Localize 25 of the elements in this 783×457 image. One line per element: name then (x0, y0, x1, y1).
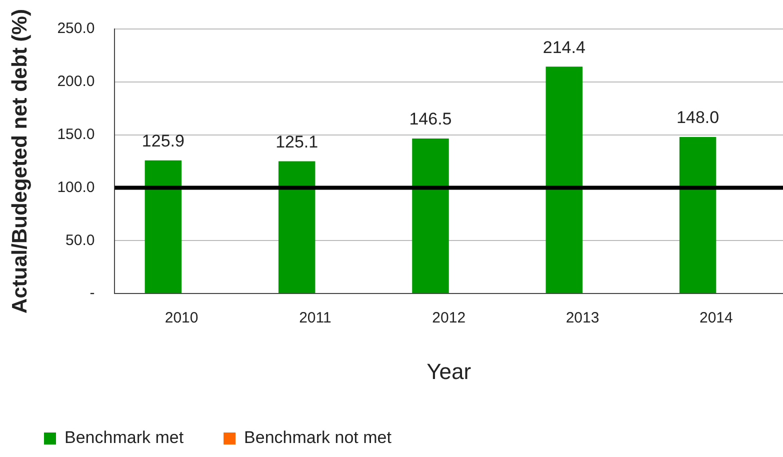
x-tick-label: 2011 (299, 310, 332, 327)
x-tick-label: 2013 (566, 310, 600, 327)
data-label: 146.5 (409, 110, 452, 129)
legend-label: Benchmark met (64, 428, 184, 448)
bar (278, 161, 316, 294)
bar (546, 66, 583, 294)
bar (679, 136, 716, 294)
y-tick-label: 100.0 (57, 178, 95, 196)
y-tick-label: 250.0 (57, 20, 95, 38)
legend-label: Benchmark not met (244, 428, 392, 448)
data-label: 125.9 (142, 132, 184, 151)
data-label: 125.1 (276, 132, 318, 152)
y-axis-title: Actual/Budegeted net debt (%) (8, 9, 32, 314)
x-tick-label: 2014 (699, 310, 733, 327)
data-label: 148.0 (676, 108, 720, 128)
bar (144, 160, 182, 294)
y-tick-label: - (90, 284, 95, 302)
y-tick-label: 200.0 (57, 73, 95, 90)
x-axis-title: Year (426, 358, 472, 384)
data-label: 214.4 (542, 38, 586, 57)
y-tick-label: 50.0 (66, 232, 95, 249)
bar (412, 138, 449, 294)
x-tick-label: 2012 (432, 310, 466, 327)
x-tick-label: 2010 (164, 310, 198, 327)
y-tick-label: 150.0 (57, 126, 95, 143)
